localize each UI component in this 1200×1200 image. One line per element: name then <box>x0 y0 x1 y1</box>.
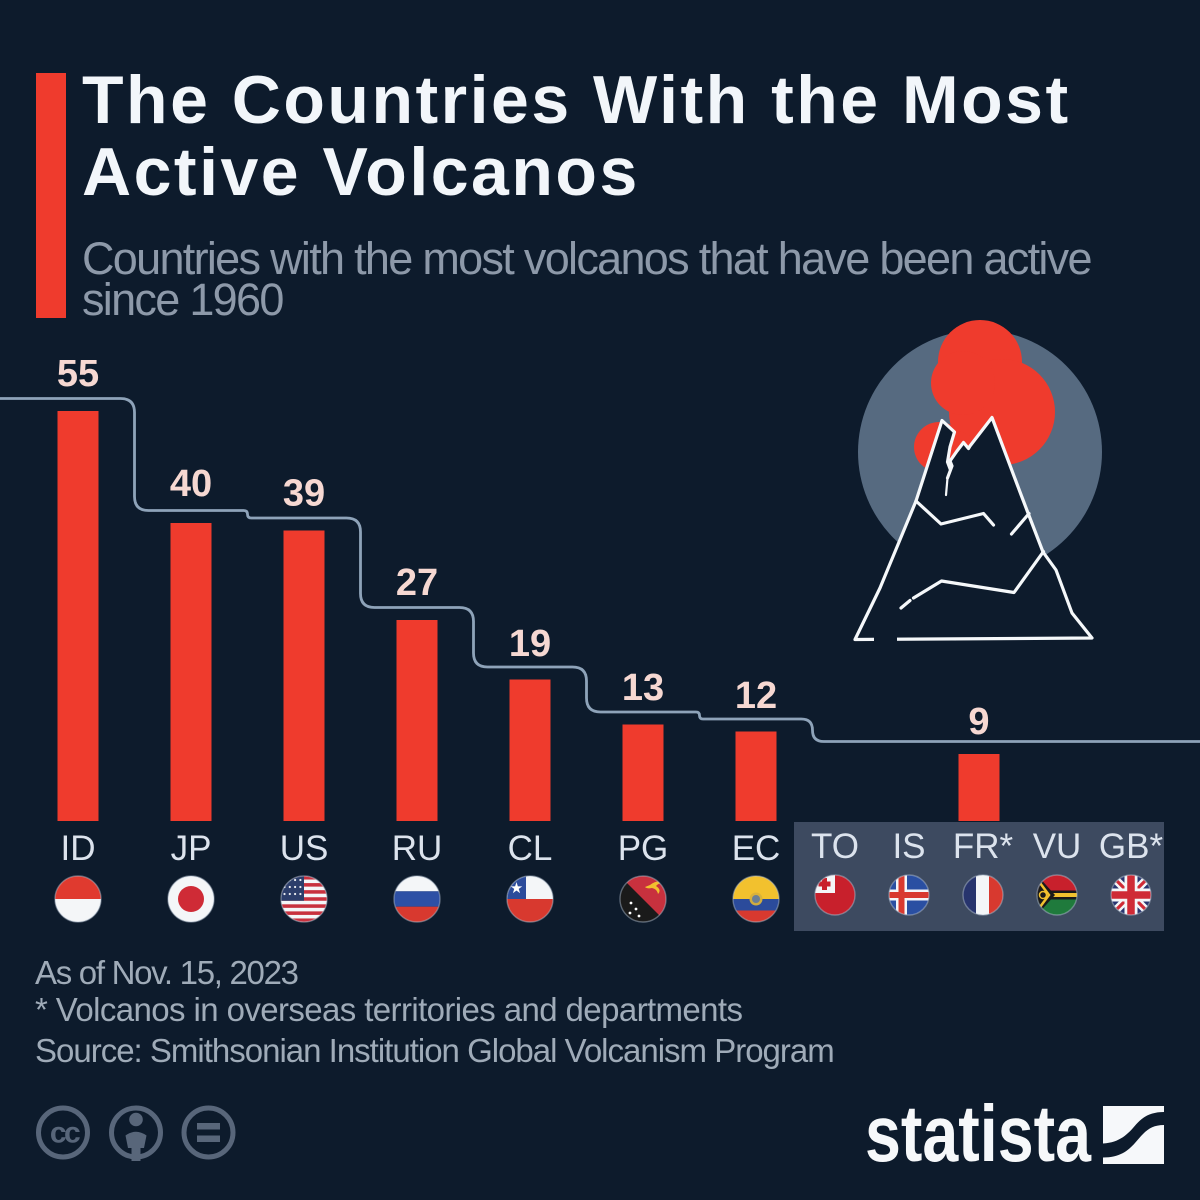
svg-text:FR*: FR* <box>953 827 1014 866</box>
svg-text:TO: TO <box>811 827 859 866</box>
svg-text:GB*: GB* <box>1099 827 1164 866</box>
svg-text:★: ★ <box>510 880 523 897</box>
svg-text:RU: RU <box>392 829 443 868</box>
svg-text:13: 13 <box>622 667 664 709</box>
svg-text:CL: CL <box>508 829 553 868</box>
svg-text:EC: EC <box>732 829 781 868</box>
svg-text:12: 12 <box>735 675 777 717</box>
svg-text:39: 39 <box>283 473 325 515</box>
svg-text:PG: PG <box>618 829 669 868</box>
svg-text:40: 40 <box>170 463 212 505</box>
svg-text:cc: cc <box>50 1117 80 1150</box>
svg-text:VU: VU <box>1033 827 1082 866</box>
svg-text:US: US <box>280 829 329 868</box>
svg-text:IS: IS <box>892 827 925 866</box>
svg-text:55: 55 <box>57 353 99 395</box>
svg-text:ID: ID <box>61 829 96 868</box>
svg-text:27: 27 <box>396 562 438 604</box>
svg-text:9: 9 <box>968 701 989 743</box>
svg-text:statista: statista <box>865 1090 1091 1178</box>
svg-text:19: 19 <box>509 623 551 665</box>
svg-text:JP: JP <box>171 829 212 868</box>
